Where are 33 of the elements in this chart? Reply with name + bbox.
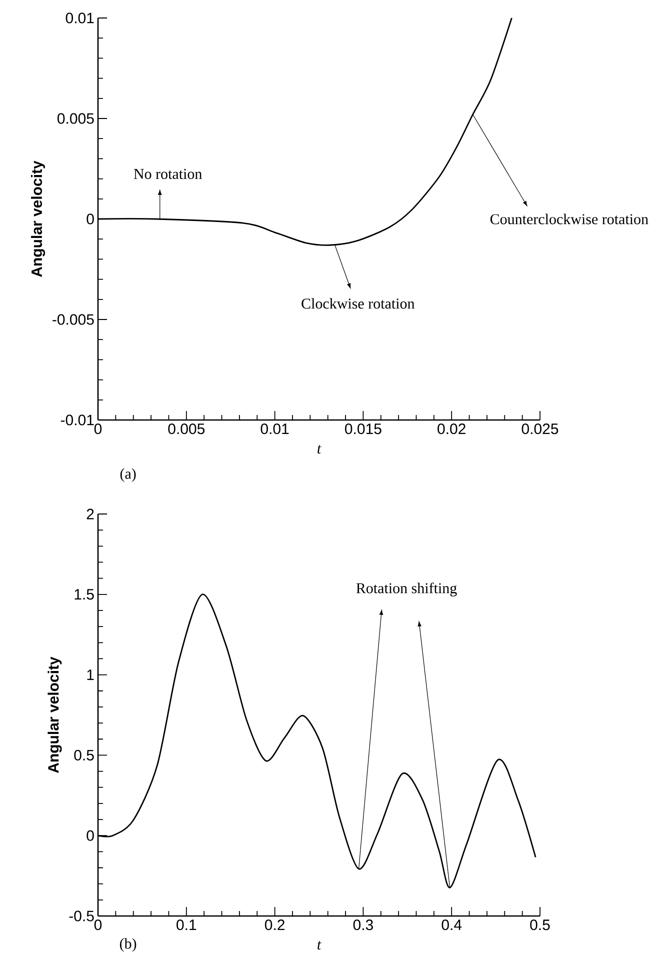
x-tick-label: 0.1 bbox=[176, 920, 196, 930]
x-axis-title: t bbox=[318, 941, 322, 950]
annotation: Counterclockwise rotation bbox=[490, 214, 648, 224]
x-tick-label: 0 bbox=[94, 920, 102, 930]
y-tick-label: 1 bbox=[87, 670, 94, 680]
annotation: No rotation bbox=[134, 168, 202, 179]
y-tick-label: 2 bbox=[86, 508, 94, 520]
x-tick-label: 0.01 bbox=[260, 424, 289, 434]
annotation: Rotation shifting bbox=[356, 582, 457, 596]
x-tick-label: 0.02 bbox=[438, 424, 466, 434]
x-tick-label: 0.4 bbox=[442, 920, 462, 930]
y-tick-label: 0.005 bbox=[58, 113, 94, 124]
y-tick-label: -0.01 bbox=[60, 414, 94, 426]
x-axis-title: t bbox=[318, 445, 322, 454]
x-tick-label: 0.005 bbox=[168, 424, 205, 434]
y-tick-label: -0.5 bbox=[69, 910, 94, 922]
x-tick-label: 0 bbox=[94, 424, 102, 434]
x-tick-label: 0.015 bbox=[345, 424, 382, 434]
y-tick-label: 0.5 bbox=[74, 750, 94, 761]
x-tick-label: 0.3 bbox=[353, 920, 373, 930]
annotation: Clockwise rotation bbox=[302, 298, 415, 309]
text: (a) bbox=[120, 468, 136, 482]
y-tick-label: -0.005 bbox=[52, 314, 94, 325]
y-axis-title: Angular velocity bbox=[31, 160, 46, 277]
x-tick-label: 0.025 bbox=[522, 424, 558, 434]
y-axis-title: Angular velocity bbox=[48, 656, 62, 773]
text: (b) bbox=[120, 938, 136, 952]
x-tick-label: 0.2 bbox=[264, 920, 284, 930]
x-tick-label: 0.5 bbox=[530, 920, 550, 930]
y-tick-label: 0 bbox=[86, 830, 94, 841]
y-tick-label: 0 bbox=[86, 214, 94, 224]
y-tick-label: 0.01 bbox=[66, 12, 94, 24]
y-tick-label: 1.5 bbox=[74, 589, 94, 600]
